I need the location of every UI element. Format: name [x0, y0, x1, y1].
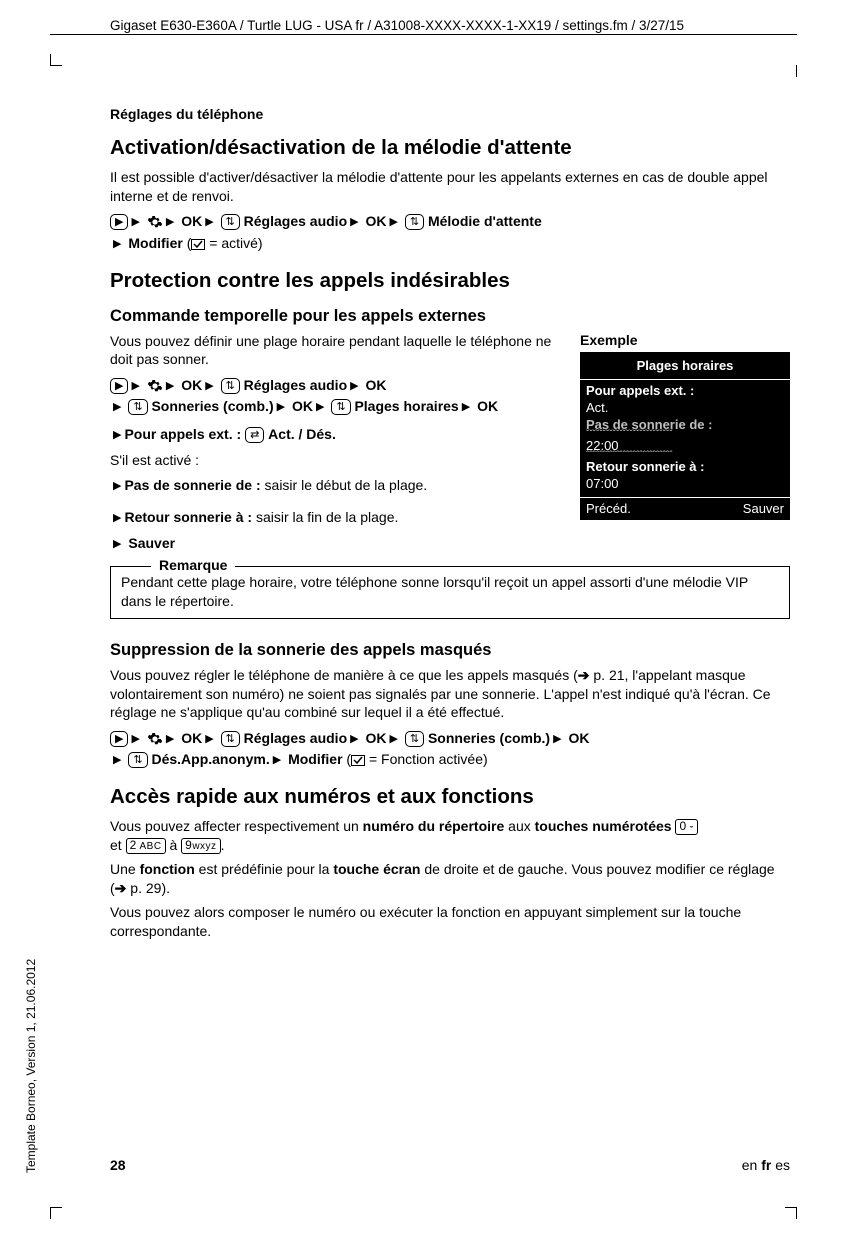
nav-item: Réglages audio: [244, 213, 347, 229]
phone-row-val: Act.: [580, 399, 790, 416]
nav-path-commande: ▶▶ ▶ OK▶ ⇅ Réglages audio▶ OK ▶ ⇅ Sonner…: [110, 375, 564, 418]
page-ref: p. 21: [593, 667, 624, 683]
phone-softkey-right: Sauver: [743, 501, 784, 516]
intro-commande: Vous pouvez définir une plage horaire pe…: [110, 332, 564, 369]
key-9-icon: 9wxyz: [181, 838, 220, 854]
nav-modifier: Modifier: [288, 751, 342, 767]
nav-ok: OK: [477, 398, 498, 414]
phone-row-label: Pour appels ext. :: [580, 382, 790, 399]
active-note: = activé): [205, 235, 262, 251]
updown-icon: ⇅: [221, 731, 240, 747]
updown-icon: ⇅: [221, 214, 240, 230]
phone-row-label: Retour sonnerie à :: [580, 458, 790, 475]
nav-ok: OK: [365, 213, 386, 229]
key-2-icon: 2 ABC: [126, 838, 166, 854]
gear-icon: [147, 214, 163, 230]
checkbox-icon: [191, 239, 205, 250]
crop-mark: [796, 65, 797, 77]
nav-item: Mélodie d'attente: [428, 213, 542, 229]
subheading-suppression: Suppression de la sonnerie des appels ma…: [110, 641, 790, 660]
content: Réglages du téléphone Activation/désacti…: [110, 106, 790, 946]
nav-ok: OK: [292, 398, 313, 414]
checkbox-icon: [351, 755, 365, 766]
step-label: Pas de sonnerie de :: [124, 477, 260, 493]
phone-softkey-left: Précéd.: [586, 501, 631, 516]
menu-icon: ▶: [110, 731, 128, 747]
nav-ok: OK: [365, 377, 386, 393]
phone-row-val: 07:00: [580, 475, 790, 496]
crop-mark: [50, 65, 62, 66]
updown-icon: ⇅: [405, 214, 424, 230]
heading-activation: Activation/désactivation de la mélodie d…: [110, 136, 790, 160]
phone-body: Pour appels ext. : Act. Pas de sonnerie …: [580, 380, 790, 497]
header-rule: [50, 34, 797, 35]
phone-title: Plages horaires: [580, 352, 790, 380]
header-path: Gigaset E630-E360A / Turtle LUG - USA fr…: [110, 18, 684, 33]
updown-icon: ⇅: [128, 752, 147, 768]
nav-item: Sonneries (comb.): [428, 730, 550, 746]
crop-mark: [785, 1207, 797, 1208]
heading-acces: Accès rapide aux numéros et aux fonction…: [110, 785, 790, 809]
crop-mark: [50, 1207, 62, 1208]
lang-indicator: en fr es: [742, 1157, 790, 1173]
gear-icon: [147, 731, 163, 747]
example-label: Exemple: [580, 332, 790, 348]
phone-footer: Précéd. Sauver: [580, 497, 790, 520]
nav-ok: OK: [181, 213, 202, 229]
step-text: saisir le début de la plage.: [261, 477, 428, 493]
steps-commande: ▶Pour appels ext. : ⇄ Act. / Dés. S'il e…: [110, 424, 564, 554]
leftright-icon: ⇄: [245, 427, 264, 443]
step-label: Pour appels ext. :: [124, 426, 241, 442]
nav-item: Dés.App.anonym.: [151, 751, 269, 767]
step-val: Act. / Dés.: [268, 426, 336, 442]
phone-example: Plages horaires Pour appels ext. : Act. …: [580, 352, 790, 520]
intro-pre: Vous pouvez régler le téléphone de maniè…: [110, 667, 578, 683]
footer: 28 en fr es: [110, 1157, 790, 1173]
two-columns: Vous pouvez définir une plage horaire pe…: [110, 332, 790, 559]
step-text: saisir la fin de la plage.: [252, 509, 398, 525]
page-number: 28: [110, 1157, 126, 1173]
active-note: = Fonction activée): [365, 751, 488, 767]
arrow-icon: ➔: [115, 880, 127, 896]
updown-icon: ⇅: [128, 399, 147, 415]
nav-ok: OK: [181, 377, 202, 393]
arrow-icon: ➔: [578, 667, 590, 683]
nav-item: Réglages audio: [244, 377, 347, 393]
subheading-commande: Commande temporelle pour les appels exte…: [110, 307, 790, 326]
remark-text: Pendant cette plage horaire, votre télép…: [121, 573, 779, 610]
menu-icon: ▶: [110, 378, 128, 394]
heading-protection: Protection contre les appels indésirable…: [110, 269, 790, 293]
updown-icon: ⇅: [405, 731, 424, 747]
side-template-text: Template Borneo, Version 1, 21.06.2012: [24, 959, 38, 1173]
p2-acces: Une fonction est prédéfinie pour la touc…: [110, 860, 790, 897]
gear-icon: [147, 378, 163, 394]
cond-label: S'il est activé :: [110, 450, 564, 472]
nav-ok: OK: [181, 730, 202, 746]
p3-acces: Vous pouvez alors composer le numéro ou …: [110, 903, 790, 940]
nav-item: Réglages audio: [244, 730, 347, 746]
page: Gigaset E630-E360A / Turtle LUG - USA fr…: [0, 0, 857, 1233]
intro-suppression: Vous pouvez régler le téléphone de maniè…: [110, 666, 790, 721]
nav-ok: OK: [365, 730, 386, 746]
remark-title: Remarque: [151, 557, 235, 573]
nav-path-suppression: ▶▶ ▶ OK▶ ⇅ Réglages audio▶ OK▶ ⇅ Sonneri…: [110, 728, 790, 771]
intro-activation: Il est possible d'activer/désactiver la …: [110, 168, 790, 205]
updown-icon: ⇅: [331, 399, 350, 415]
left-column: Vous pouvez définir une plage horaire pe…: [110, 332, 564, 559]
nav-modifier: Modifier: [128, 235, 182, 251]
right-column: Exemple Plages horaires Pour appels ext.…: [580, 332, 790, 559]
updown-icon: ⇅: [221, 378, 240, 394]
menu-icon: ▶: [110, 214, 128, 230]
key-0-icon: 0 ⏑: [675, 819, 697, 835]
nav-ok: OK: [568, 730, 589, 746]
section-label: Réglages du téléphone: [110, 106, 790, 122]
nav-item: Sonneries (comb.): [151, 398, 273, 414]
nav-path-activation: ▶▶ ▶ OK▶ ⇅ Réglages audio▶ OK▶ ⇅ Mélodie…: [110, 211, 790, 254]
step-save: Sauver: [124, 535, 175, 551]
remark-box: Remarque Pendant cette plage horaire, vo…: [110, 566, 790, 619]
p1-acces: Vous pouvez affecter respectivement un n…: [110, 817, 790, 854]
nav-item: Plages horaires: [354, 398, 458, 414]
step-label: Retour sonnerie à :: [124, 509, 252, 525]
